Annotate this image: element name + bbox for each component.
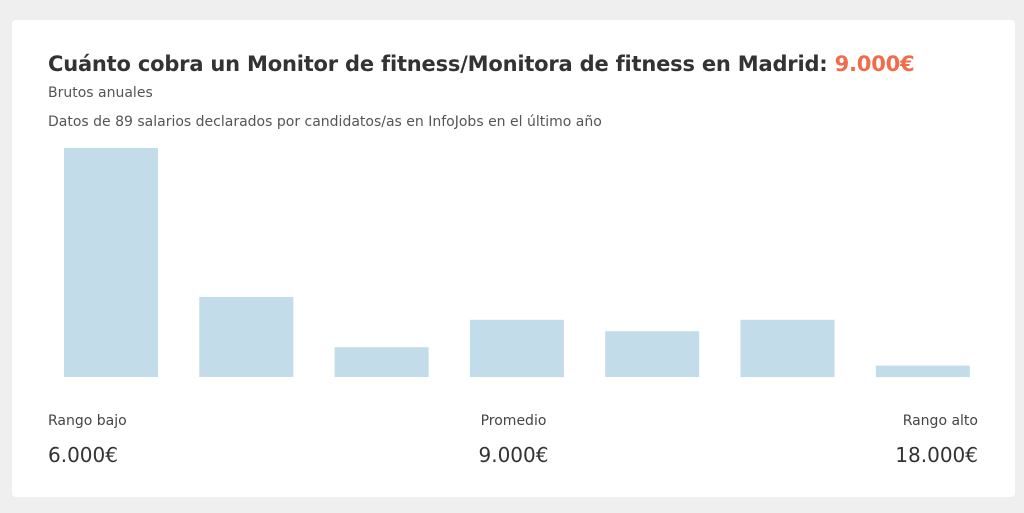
low-range-value: 6.000€ xyxy=(48,443,118,467)
histogram-bar xyxy=(199,296,294,377)
average-label: Promedio xyxy=(480,413,547,429)
histogram-bar xyxy=(469,319,564,378)
histogram-bar xyxy=(64,148,158,377)
subtitle: Brutos anuales xyxy=(48,85,153,101)
histogram-bar xyxy=(875,365,970,378)
high-range-value: 18.000€ xyxy=(895,443,978,467)
salary-card: Cuánto cobra un Monitor de fitness/Monit… xyxy=(12,20,1015,497)
histogram-bar xyxy=(605,331,700,377)
high-range-label: Rango alto xyxy=(902,413,978,429)
title-highlight-salary: 9.000€ xyxy=(834,52,915,76)
low-range-label: Rango bajo xyxy=(48,413,127,429)
histogram-bar xyxy=(334,347,429,377)
average-value: 9.000€ xyxy=(478,443,549,467)
data-source-note: Datos de 89 salarios declarados por cand… xyxy=(48,114,602,130)
title-text: Cuánto cobra un Monitor de fitness/Monit… xyxy=(48,52,828,76)
histogram-bar xyxy=(740,319,835,378)
page-title: Cuánto cobra un Monitor de fitness/Monit… xyxy=(48,52,915,76)
salary-distribution-chart xyxy=(64,148,970,378)
